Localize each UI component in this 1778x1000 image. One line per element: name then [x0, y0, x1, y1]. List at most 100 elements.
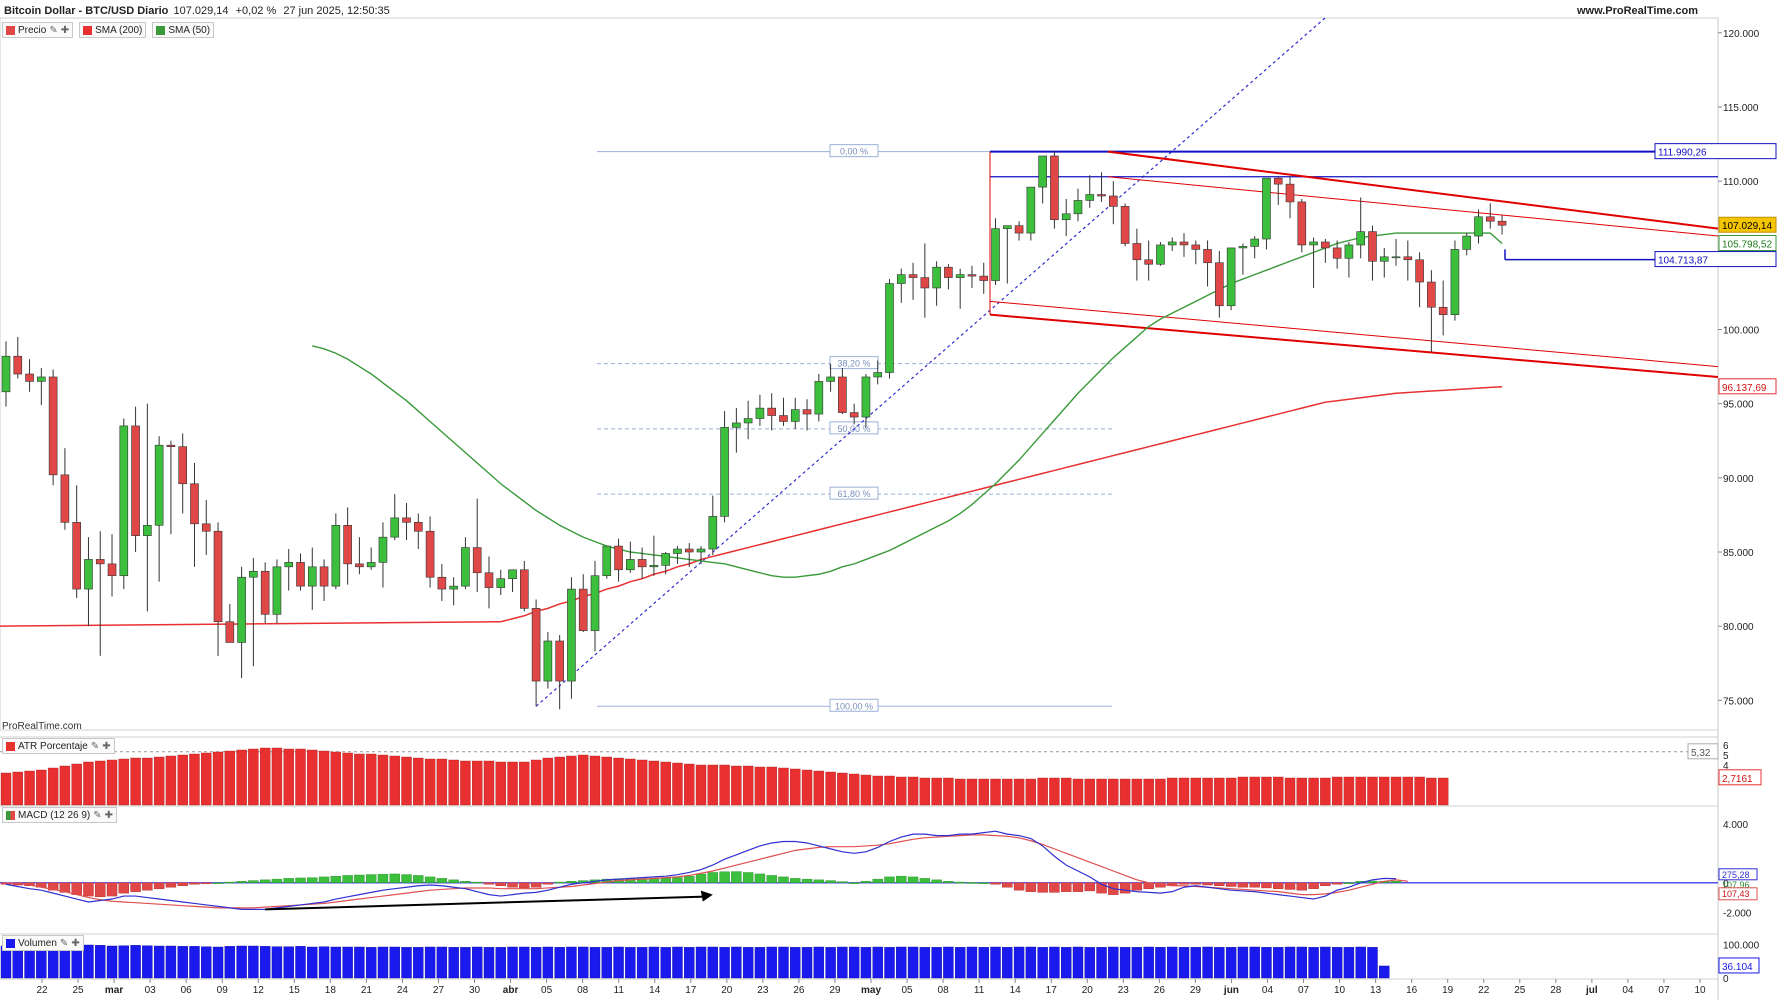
fib-label: 38,20 %	[837, 359, 870, 369]
candle-down	[1321, 241, 1330, 249]
macd-hist-bar-negative	[1273, 882, 1284, 889]
macd-hist-bar-positive	[342, 875, 353, 883]
atr-bar	[613, 757, 624, 806]
atr-bar	[236, 749, 247, 806]
atr-bar	[165, 755, 177, 806]
site-link[interactable]: www.ProRealTime.com	[1576, 5, 1698, 17]
candle-down	[1403, 256, 1413, 261]
candle-up	[755, 407, 765, 419]
volume-bar	[507, 946, 518, 979]
volume-bar	[12, 946, 23, 979]
volume-bar	[1108, 946, 1119, 979]
candle-up	[461, 547, 470, 587]
macd-hist-bar-positive	[943, 881, 954, 884]
candle-up	[1156, 244, 1165, 265]
x-tick-label: 25	[1514, 985, 1526, 996]
atr-bar	[1096, 778, 1107, 806]
volume-bar	[1178, 947, 1190, 979]
macd-hist-bar-positive	[1390, 881, 1402, 883]
x-tick-label: 14	[1010, 985, 1022, 996]
macd-hist-bar-negative	[1072, 882, 1084, 892]
x-tick-label: 16	[1406, 985, 1418, 996]
candle-up	[1002, 225, 1012, 229]
plus-icon[interactable]: ✚	[102, 740, 111, 752]
chart-header: Bitcoin Dollar - BTC/USD Diario 107.029,…	[4, 4, 392, 18]
fib-label-box	[829, 486, 879, 500]
wrench-icon[interactable]: ✎	[59, 937, 69, 949]
atr-bar	[672, 762, 683, 806]
volume-bar	[1013, 946, 1025, 979]
atr-label[interactable]: ATR Porcentaje ✎ ✚	[2, 738, 115, 754]
wrench-icon[interactable]: ✎	[90, 740, 100, 752]
atr-bar	[931, 777, 942, 806]
atr-bar	[1367, 776, 1378, 806]
x-tick-label: 07	[1298, 985, 1310, 996]
candle-up	[567, 588, 576, 682]
macd-hist-bar-negative	[59, 882, 71, 893]
x-tick-label: 20	[721, 985, 733, 996]
date-axis[interactable]: 22 25 mar 03 06 09 12 15 18 21 24 27 30 abr 05 08 11 14 17…	[36, 979, 1706, 996]
price-candles	[1, 151, 1507, 710]
volume-bar	[825, 947, 836, 979]
last-price-tag: 107.029,14	[1722, 221, 1772, 232]
volume-bar	[931, 947, 942, 979]
macd-hist-bar-negative	[1214, 882, 1225, 886]
candle-up	[743, 418, 753, 424]
macd-hist-bar-negative	[542, 882, 554, 885]
atr-bar	[625, 758, 636, 806]
wrench-icon[interactable]: ✎	[49, 24, 58, 36]
legend-sma200[interactable]: SMA (200)	[79, 22, 147, 38]
atr-bar	[660, 761, 671, 806]
candle-up	[154, 444, 164, 526]
x-tick-label: 30	[469, 985, 481, 996]
macd-hist-bar-negative	[1237, 882, 1249, 888]
legend-price[interactable]: Precio ✎ ✚	[2, 22, 74, 38]
volume-bar	[130, 945, 141, 979]
candle-up	[1250, 238, 1259, 247]
atr-bar	[1296, 777, 1308, 806]
channel-upper-inner-line	[1107, 176, 1719, 237]
plus-icon[interactable]: ✚	[71, 937, 80, 949]
volume-bar	[483, 947, 495, 979]
volume-bar	[966, 946, 978, 979]
legend-sma50[interactable]: SMA (50)	[152, 22, 215, 38]
x-tick-label: 23	[1118, 985, 1130, 996]
x-tick-label: 29	[829, 985, 841, 996]
x-tick-label: 26	[793, 985, 805, 996]
volume-bar	[954, 947, 966, 979]
macd-hist-bar-negative	[95, 882, 106, 898]
volume-bar	[1037, 947, 1048, 979]
macd-hist-bar-positive	[224, 881, 236, 884]
sma50-tag: 105.798,52	[1722, 239, 1772, 250]
macd-hist-bar-negative	[1013, 882, 1025, 891]
volume-bar	[236, 945, 247, 979]
candle-up	[496, 578, 506, 588]
plus-icon[interactable]: ✚	[104, 809, 114, 821]
price-change: +0,02 %	[235, 5, 277, 17]
candle-down	[60, 474, 70, 523]
volume-bar	[295, 946, 306, 979]
macd-signal-line	[5, 834, 1408, 909]
candle-down	[413, 522, 423, 532]
atr-bar	[966, 778, 978, 806]
atr-bar	[330, 751, 342, 806]
atr-bar	[907, 776, 919, 806]
sma200-tag-box	[1718, 378, 1777, 395]
atr-top-tag: 5,32	[1691, 748, 1711, 759]
volume-label[interactable]: Volumen ✎ ✚	[2, 935, 84, 951]
candle-up	[1038, 155, 1047, 188]
macd-label[interactable]: MACD (12 26 9) ✎ ✚	[2, 807, 118, 823]
volume-bar	[613, 946, 624, 979]
atr-bar	[307, 749, 318, 806]
macd-hist-bar-positive	[719, 871, 730, 883]
plus-icon[interactable]: ✚	[60, 24, 70, 36]
candle-up	[826, 376, 835, 382]
candle-down	[1109, 195, 1118, 207]
volume-bar	[648, 946, 660, 979]
wrench-icon[interactable]: ✎	[93, 809, 102, 821]
candle-up	[1262, 177, 1271, 240]
x-tick-label: 17	[685, 985, 697, 996]
atr-bar	[507, 761, 518, 806]
volume-bar	[848, 946, 860, 979]
